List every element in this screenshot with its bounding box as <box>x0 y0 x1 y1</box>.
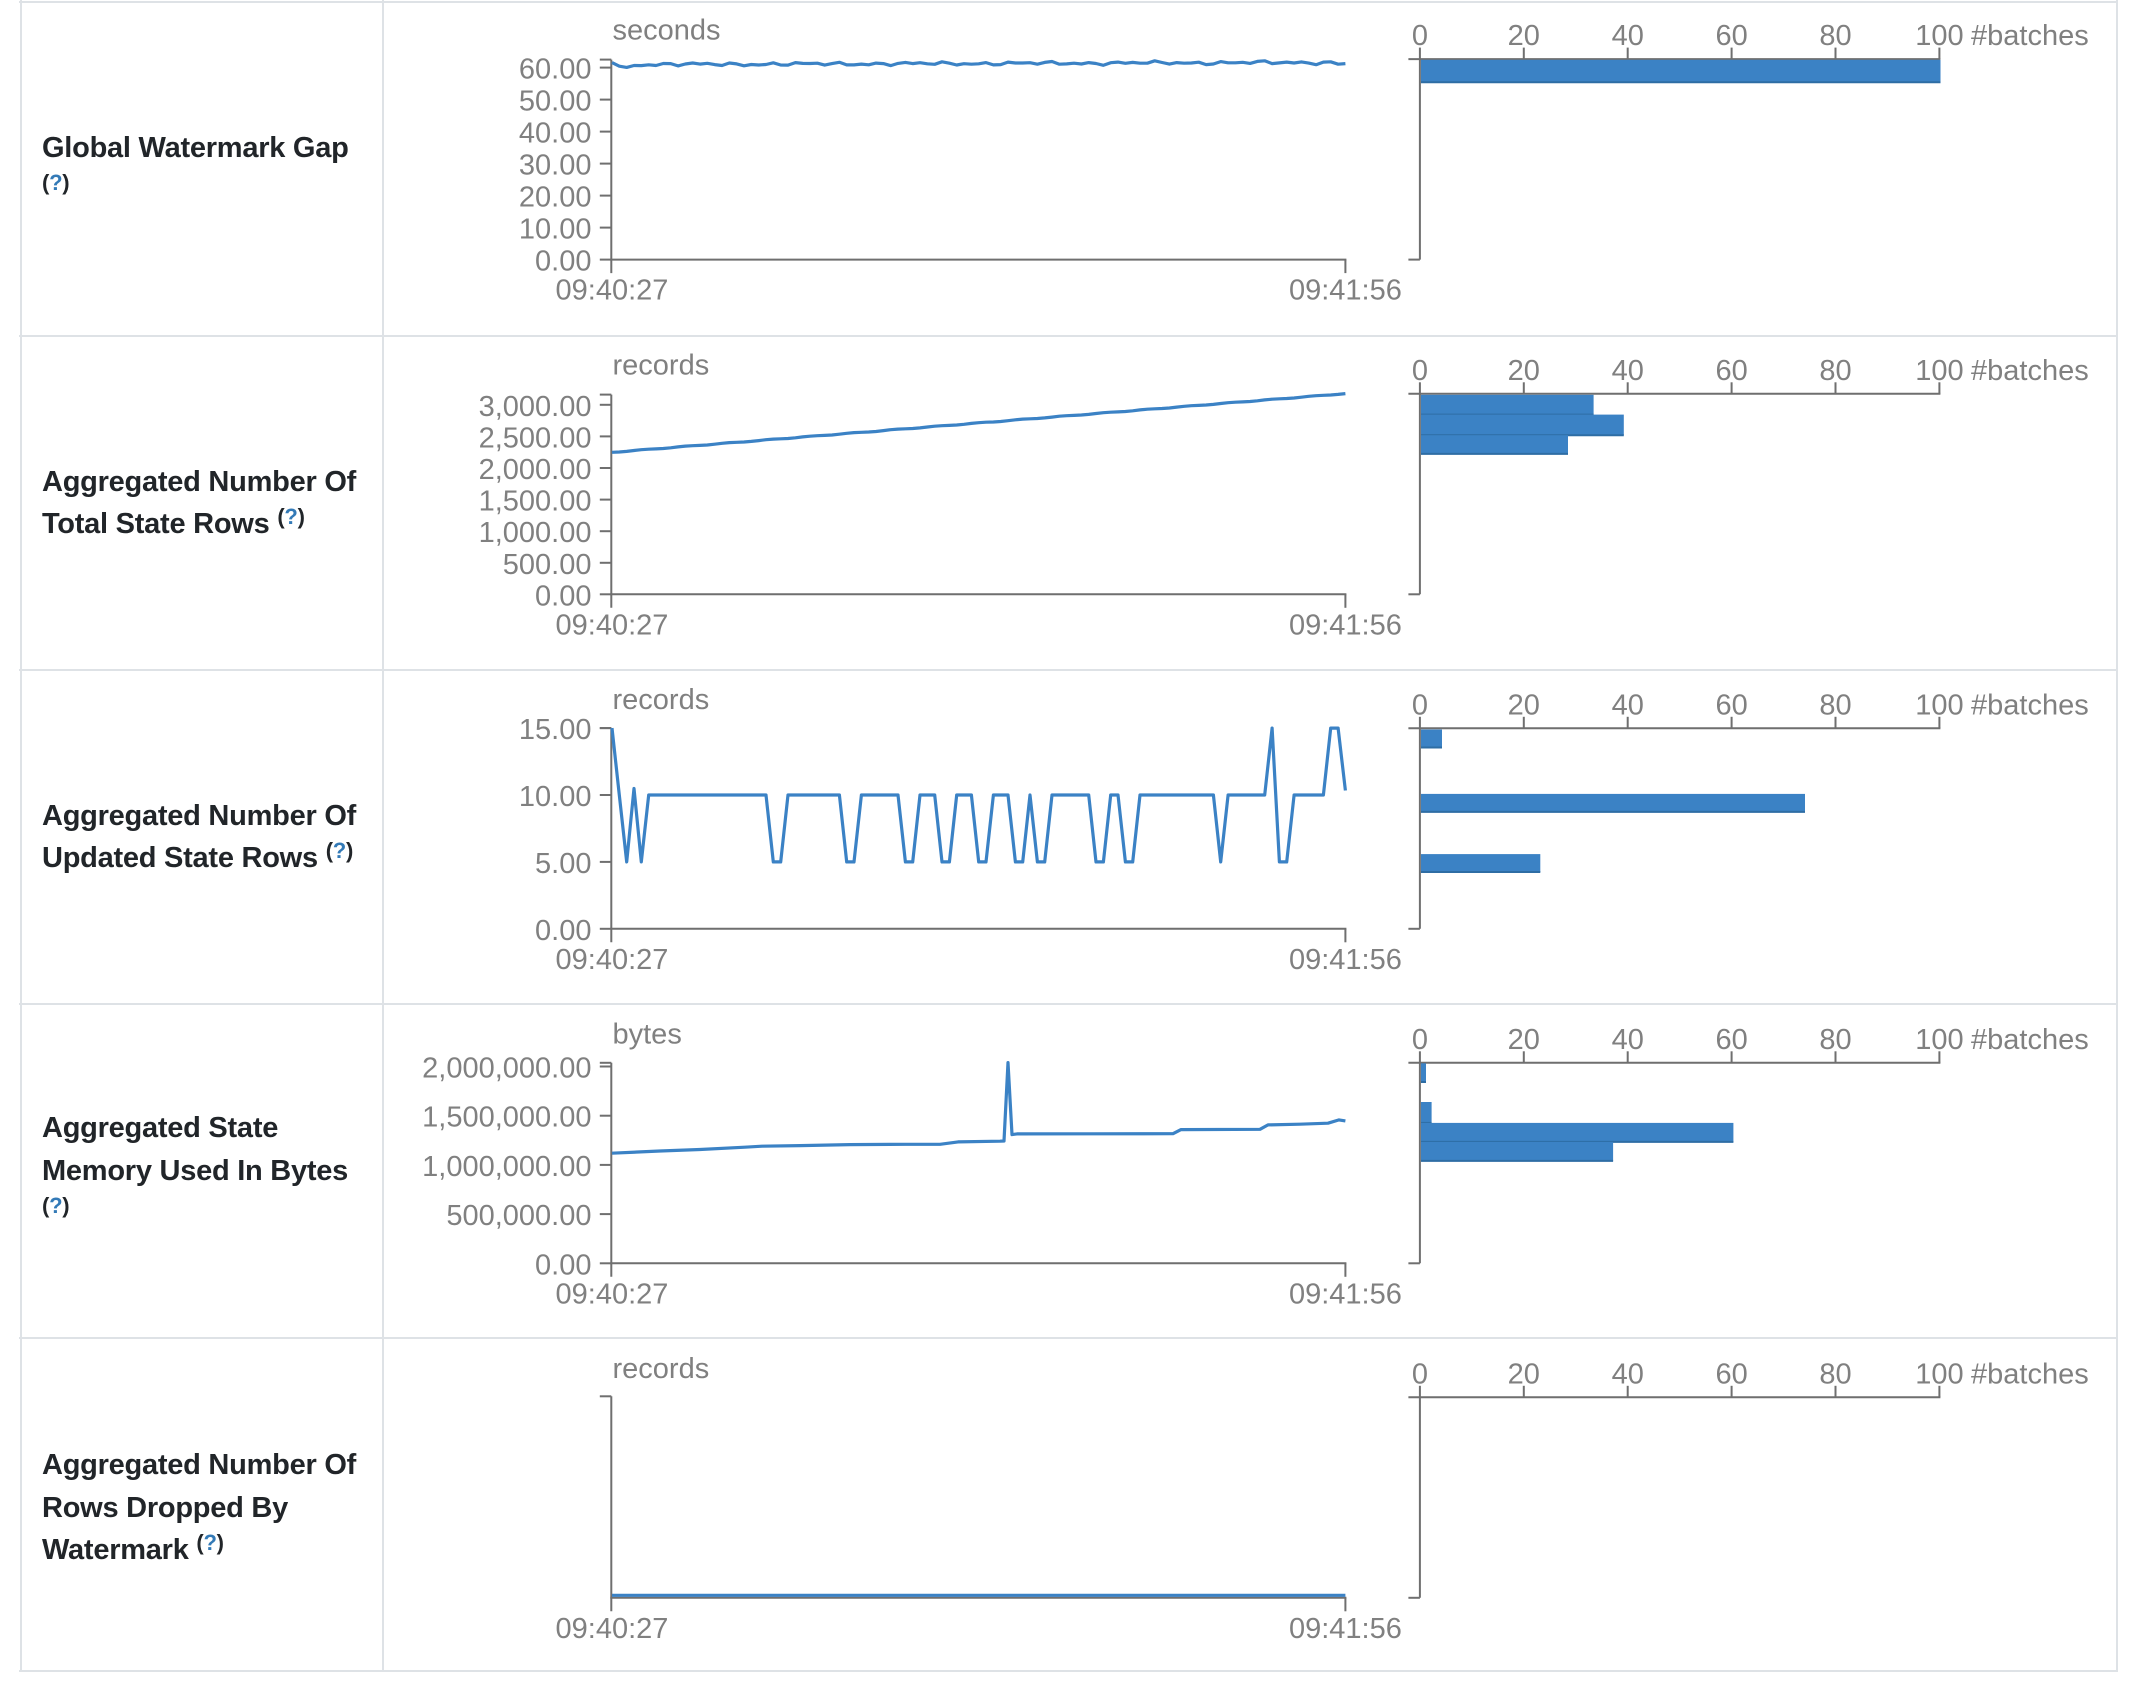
svg-text:09:41:56: 09:41:56 <box>1289 609 1402 641</box>
svg-text:0.00: 0.00 <box>535 580 591 612</box>
svg-text:09:41:56: 09:41:56 <box>1289 275 1402 307</box>
svg-text:100: 100 <box>1915 355 1963 387</box>
svg-text:100: 100 <box>1915 1358 1963 1390</box>
svg-text:100: 100 <box>1915 689 1963 721</box>
svg-text:500,000.00: 500,000.00 <box>446 1200 591 1232</box>
svg-text:80: 80 <box>1819 1024 1851 1056</box>
svg-text:20: 20 <box>1508 20 1540 52</box>
svg-text:0: 0 <box>1412 20 1428 52</box>
svg-text:1,000,000.00: 1,000,000.00 <box>422 1151 591 1183</box>
svg-text:60.00: 60.00 <box>519 54 592 86</box>
svg-text:60: 60 <box>1715 1024 1747 1056</box>
svg-text:0: 0 <box>1412 1358 1428 1390</box>
svg-text:80: 80 <box>1819 689 1851 721</box>
svg-text:09:40:27: 09:40:27 <box>556 1613 669 1645</box>
svg-text:60: 60 <box>1715 689 1747 721</box>
svg-text:records: records <box>613 684 710 716</box>
svg-text:records: records <box>613 1353 710 1385</box>
svg-text:09:40:27: 09:40:27 <box>556 609 669 641</box>
svg-text:#batches: #batches <box>1971 1024 2089 1056</box>
svg-text:10.00: 10.00 <box>519 214 592 246</box>
svg-text:records: records <box>613 349 710 381</box>
svg-text:40: 40 <box>1612 1358 1644 1390</box>
svg-text:0.00: 0.00 <box>535 915 591 947</box>
svg-text:20: 20 <box>1508 1358 1540 1390</box>
svg-text:09:41:56: 09:41:56 <box>1289 1278 1402 1310</box>
svg-text:0: 0 <box>1412 1024 1428 1056</box>
svg-text:40: 40 <box>1612 689 1644 721</box>
svg-text:09:40:27: 09:40:27 <box>556 275 669 307</box>
svg-text:09:40:27: 09:40:27 <box>556 1278 669 1310</box>
svg-text:500.00: 500.00 <box>503 549 592 581</box>
svg-text:60: 60 <box>1715 20 1747 52</box>
svg-text:30.00: 30.00 <box>519 150 592 182</box>
svg-text:1,500.00: 1,500.00 <box>479 486 592 518</box>
svg-text:40.00: 40.00 <box>519 118 592 150</box>
svg-text:15.00: 15.00 <box>519 714 592 746</box>
svg-text:#batches: #batches <box>1971 20 2089 52</box>
svg-text:2,000.00: 2,000.00 <box>479 454 592 486</box>
svg-text:5.00: 5.00 <box>535 848 591 880</box>
svg-text:seconds: seconds <box>613 15 721 47</box>
svg-text:60: 60 <box>1715 1358 1747 1390</box>
svg-text:0.00: 0.00 <box>535 246 591 278</box>
svg-text:#batches: #batches <box>1971 1358 2089 1390</box>
svg-text:1,000.00: 1,000.00 <box>479 517 592 549</box>
svg-text:100: 100 <box>1915 20 1963 52</box>
svg-text:40: 40 <box>1612 20 1644 52</box>
svg-text:09:41:56: 09:41:56 <box>1289 944 1402 976</box>
svg-text:2,000,000.00: 2,000,000.00 <box>422 1053 591 1085</box>
svg-text:50.00: 50.00 <box>519 86 592 118</box>
svg-text:#batches: #batches <box>1971 355 2089 387</box>
svg-text:#batches: #batches <box>1971 689 2089 721</box>
svg-text:100: 100 <box>1915 1024 1963 1056</box>
svg-text:10.00: 10.00 <box>519 781 592 813</box>
svg-text:bytes: bytes <box>613 1018 682 1050</box>
svg-text:20: 20 <box>1508 1024 1540 1056</box>
svg-text:40: 40 <box>1612 355 1644 387</box>
svg-text:0: 0 <box>1412 355 1428 387</box>
svg-text:1,500,000.00: 1,500,000.00 <box>422 1102 591 1134</box>
svg-text:3,000.00: 3,000.00 <box>479 391 592 423</box>
svg-text:0: 0 <box>1412 689 1428 721</box>
svg-text:80: 80 <box>1819 355 1851 387</box>
svg-text:20: 20 <box>1508 355 1540 387</box>
svg-text:20: 20 <box>1508 689 1540 721</box>
svg-text:80: 80 <box>1819 1358 1851 1390</box>
svg-text:80: 80 <box>1819 20 1851 52</box>
svg-text:09:41:56: 09:41:56 <box>1289 1613 1402 1645</box>
svg-text:40: 40 <box>1612 1024 1644 1056</box>
svg-text:0.00: 0.00 <box>535 1249 591 1281</box>
svg-text:20.00: 20.00 <box>519 182 592 214</box>
svg-text:09:40:27: 09:40:27 <box>556 944 669 976</box>
svg-text:60: 60 <box>1715 355 1747 387</box>
svg-text:2,500.00: 2,500.00 <box>479 422 592 454</box>
